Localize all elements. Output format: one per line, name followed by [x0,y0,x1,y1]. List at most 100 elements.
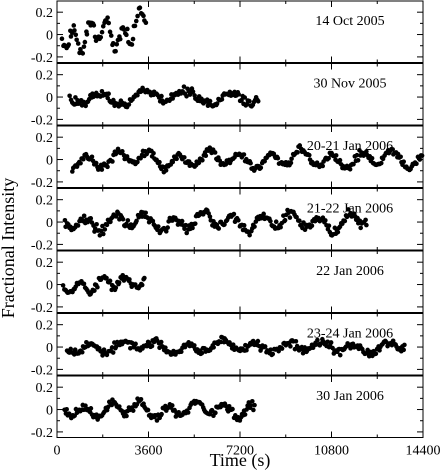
data-point [83,103,88,109]
data-point [230,406,235,412]
data-point [170,96,176,101]
panel-6: 0.2 0 -0.2 23-24 Jan 2006 [31,313,424,378]
panel-label: 22 Jan 2006 [316,264,384,279]
y-tick-label: 0 [46,216,53,231]
data-point [66,42,72,47]
panel-2: 0.2 0 -0.2 30 Nov 2005 [31,63,424,128]
data-point [137,5,143,10]
data-point [110,350,116,355]
y-tick-label: 0.2 [36,256,54,271]
data-point [125,218,131,223]
data-point [369,156,375,161]
data-point [247,232,252,238]
data-point [390,147,395,152]
data-point [174,156,179,162]
data-point [185,410,191,415]
data-point [159,93,164,99]
data-point [102,227,108,232]
y-tick-label: 0.2 [36,194,54,209]
data-point [135,159,140,165]
data-point [255,99,261,104]
data-point [333,153,339,158]
data-point [178,349,184,355]
data-point [181,84,187,89]
data-point [105,164,110,170]
data-point [120,272,126,278]
data-point [116,280,122,285]
data-point [99,29,105,35]
data-point [258,165,264,171]
data-point [125,26,130,32]
y-tick-label: 0 [46,341,53,356]
data-point [117,404,122,409]
data-point [182,155,187,160]
data-point [325,339,330,345]
data-point [373,351,379,357]
data-point [288,160,294,166]
data-point [351,161,356,167]
data-point [242,412,248,417]
data-point [80,51,86,56]
x-tick-label: 10800 [314,444,349,459]
data-point [275,155,281,161]
data-point [230,342,236,347]
data-point [138,396,144,402]
data-point [142,275,147,281]
y-tick-label: 0 [46,154,53,169]
y-tick-label: 0 [46,91,53,106]
data-point [179,218,185,224]
data-point [126,102,132,107]
data-point [105,15,110,20]
data-point [262,344,268,349]
data-point [107,278,113,284]
data-point [247,98,252,104]
data-point [279,346,285,351]
data-point [288,344,293,349]
data-point [114,41,120,47]
data-point [97,233,103,238]
data-point [127,277,132,282]
data-point [354,152,360,158]
y-tick-label: -0.2 [31,113,53,128]
data-point [401,347,406,353]
data-point [251,407,256,413]
data-point [320,163,326,169]
data-point [113,344,119,349]
data-point [192,343,197,348]
data-point [129,42,135,47]
data-point [84,32,90,37]
data-point [190,89,196,94]
data-point [323,218,328,223]
panel-label: 20-21 Jan 2006 [307,139,393,154]
data-point [326,223,332,228]
y-tick-label: -0.2 [31,426,53,441]
y-tick-label: -0.2 [31,176,53,191]
data-point [212,150,218,155]
data-point [74,37,79,43]
data-point [163,229,169,234]
data-point [252,224,257,229]
data-point [287,215,293,220]
data-point [100,231,106,237]
data-point [241,152,247,157]
data-point [83,403,88,408]
data-point [282,217,288,223]
data-point [150,218,156,224]
data-point [213,410,218,416]
data-point [337,157,343,163]
data-point [199,350,205,356]
data-point [81,213,87,219]
data-point [242,95,248,100]
data-point [273,219,279,224]
data-point [79,349,85,355]
data-point [135,13,140,19]
data-point [104,352,110,358]
data-point [236,217,241,223]
data-point [130,36,136,42]
y-tick-label: 0.2 [36,131,54,146]
data-point [163,168,169,173]
data-point [190,225,195,231]
data-point [134,218,139,224]
data-point [211,345,216,350]
